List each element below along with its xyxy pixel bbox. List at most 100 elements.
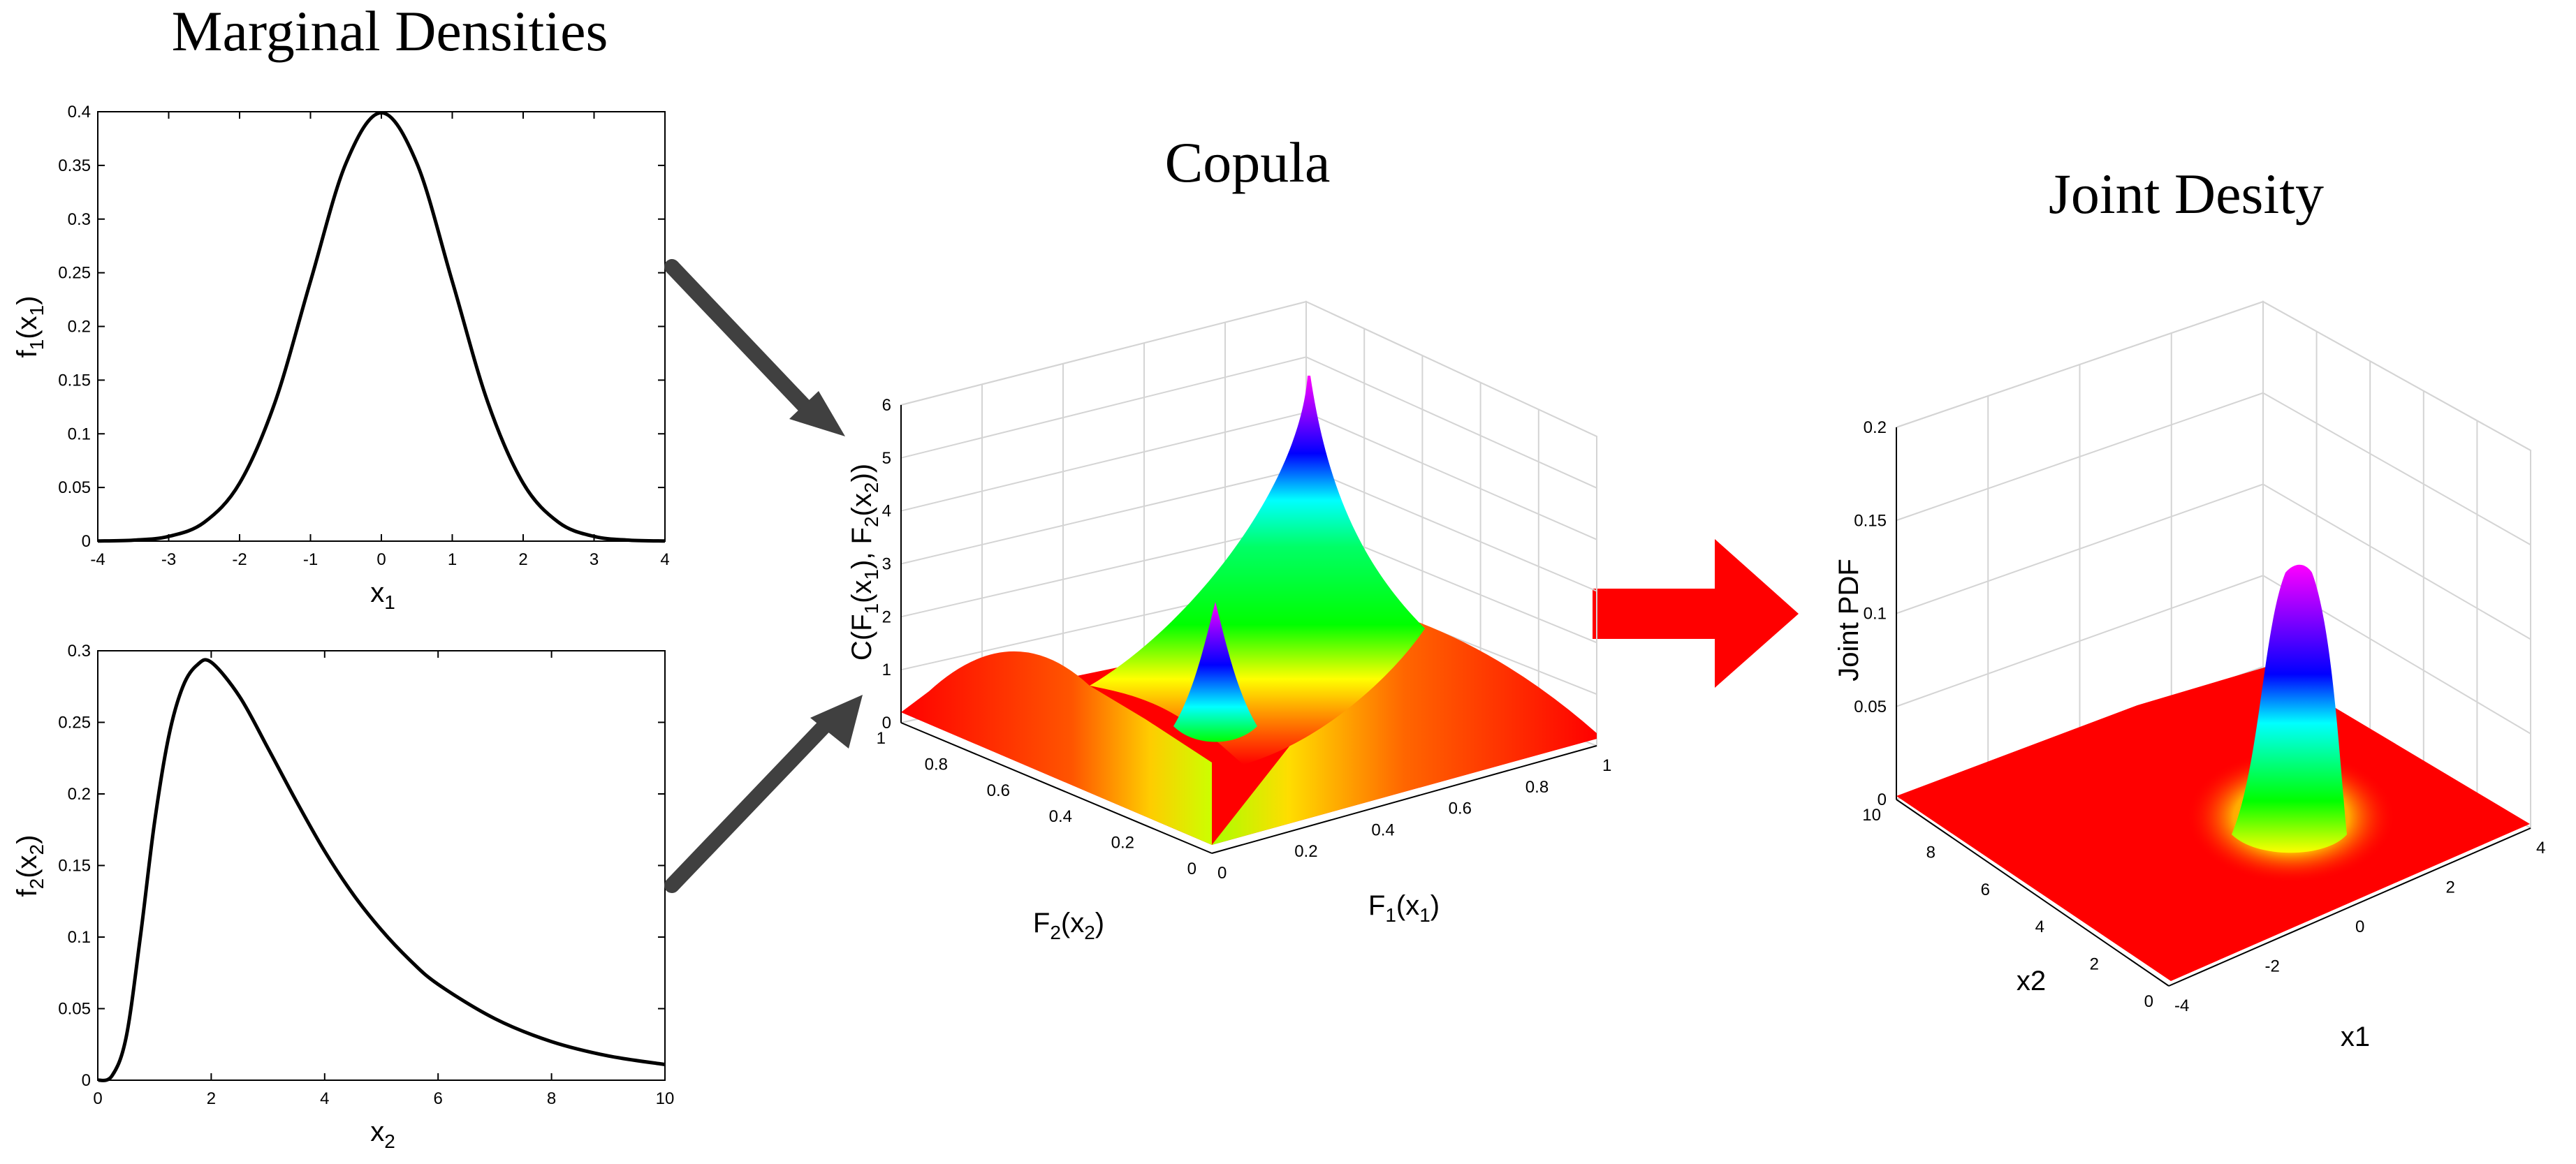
joint-surface-peak: [2232, 564, 2347, 853]
y-tick-label: 0.25: [58, 714, 91, 732]
y-tick-label: 0.2: [1111, 834, 1134, 853]
x-tick-label: 2: [207, 1089, 216, 1108]
z-axis-label: C(F1(x1), F2(x2)): [847, 464, 882, 661]
x-axis-label: x2: [370, 1117, 395, 1152]
series-curve: [97, 658, 666, 1082]
arrow-marginal1-to-copula: [664, 259, 845, 436]
y-tick-label: 0: [1187, 860, 1196, 878]
z-tick-label: 0: [882, 714, 891, 732]
x-tick-label: 2: [518, 550, 527, 569]
x-tick-label: 0.4: [1371, 820, 1394, 839]
plot-frame: [97, 111, 666, 542]
x-tick-label: 0: [2355, 918, 2364, 936]
copula-surface-main-peak: [1090, 376, 1425, 765]
y-tick-label: 0.8: [925, 755, 948, 774]
y-axis-label: f1(x1): [12, 296, 47, 358]
y-tick-label: 0: [2144, 992, 2153, 1011]
y-axis-line: [1896, 799, 2169, 987]
x-tick-label: 6: [434, 1089, 443, 1108]
y-tick-label: 0.4: [68, 103, 91, 121]
x-tick-label: 0.8: [1525, 778, 1549, 797]
z-tick-label: 5: [882, 449, 891, 468]
z-axis-label: Joint PDF: [1834, 559, 1864, 682]
x-tick-label: 0.2: [1294, 842, 1317, 861]
arrow-copula-to-joint: [1593, 539, 1799, 688]
y-tick-label: 0.1: [68, 425, 91, 443]
x-tick-label: -3: [161, 550, 176, 569]
x-tick-label: 2: [2446, 878, 2455, 897]
series-curve: [97, 110, 666, 543]
y-tick-label: 0.6: [987, 781, 1010, 800]
arrow-marginal2-to-copula: [664, 695, 863, 893]
x-tick-label: 0: [1217, 864, 1227, 883]
plot-frame: [97, 650, 666, 1081]
z-tick-label: 0.05: [1854, 698, 1887, 716]
z-tick-label: 3: [882, 555, 891, 574]
x-tick-label: 0: [93, 1089, 102, 1108]
x-tick-label: 0: [376, 550, 386, 569]
tick-group: 0 0.05 0.1 0.15 0.2 0 2 4 6 8 10 -4 -2 0 2 4: [1854, 418, 2545, 1015]
copula-surface-right-flank: [1212, 614, 1597, 845]
y-tick-label: 0.4: [1049, 807, 1072, 826]
x-tick-label: 4: [320, 1089, 329, 1108]
x-tick-label: -4: [2174, 996, 2189, 1015]
y-tick-label: 0: [82, 1071, 91, 1090]
x-tick-label: -4: [90, 550, 105, 569]
x-tick-label: 4: [660, 550, 669, 569]
z-tick-label: 0: [1878, 790, 1887, 809]
x-axis-line: [2168, 827, 2531, 987]
y-tick-label: 6: [1981, 881, 1990, 899]
y-tick-label: 0.35: [58, 156, 91, 175]
x-axis-label: x1: [370, 577, 395, 613]
z-tick-label: 4: [882, 502, 891, 521]
x-tick-label: -2: [232, 550, 247, 569]
z-tick-label: 1: [882, 661, 891, 679]
y-tick-label: 0: [82, 532, 91, 551]
x-tick-label: 1: [1602, 756, 1611, 775]
y-tick-label: 0.15: [58, 371, 91, 390]
y-tick-label: 0.1: [68, 928, 91, 947]
x-tick-label: 3: [590, 550, 599, 569]
x-tick-label: 10: [656, 1089, 675, 1108]
z-tick-label: 0.1: [1864, 605, 1887, 624]
y-tick-label: 0.3: [68, 642, 91, 661]
marginal-title: Marginal Densities: [172, 0, 608, 63]
x-axis-label: x1: [2341, 1022, 2370, 1052]
x-tick-label: 0.6: [1449, 800, 1472, 818]
x-tick-label: -1: [303, 550, 318, 569]
x-tick-label: 1: [448, 550, 457, 569]
y-tick-label: 1: [877, 729, 886, 748]
y-tick-label: 0.05: [58, 1000, 91, 1019]
x-axis-label: F1(x1): [1368, 890, 1440, 926]
joint-plot: 0 0.05 0.1 0.15 0.2 0 2 4 6 8 10 -4 -2 0 2 4 x1 x2 Join…: [1834, 300, 2545, 1052]
z-tick-label: 0.15: [1854, 511, 1887, 530]
y-tick-label: 0.2: [68, 318, 91, 337]
y-tick-label: 0.15: [58, 857, 91, 876]
copula-surface-left-flank: [901, 651, 1212, 845]
copula-surface-small-peak: [1173, 602, 1257, 742]
y-tick-label: 0.05: [58, 478, 91, 497]
x-tick-label: 8: [547, 1089, 556, 1108]
joint-title: Joint Desity: [2049, 162, 2324, 226]
x-tick-label: -2: [2265, 957, 2280, 976]
x-axis-line: [1211, 745, 1597, 854]
y-axis-label: F2(x2): [1033, 908, 1104, 943]
y-tick-label: 8: [1926, 843, 1935, 862]
y-axis-label: f2(x2): [12, 835, 47, 897]
z-tick-label: 6: [882, 396, 891, 415]
y-axis-line: [900, 722, 1213, 854]
z-tick-label: 0.2: [1864, 418, 1887, 437]
x-tick-label: 4: [2536, 839, 2545, 857]
marginal-plot-2: 0 2 4 6 8 10 0 0.05 0.1 0.15 0.2 0.25 0.3 x2 f2(x2): [12, 642, 674, 1152]
y-tick-label: 0.2: [68, 785, 91, 804]
z-tick-label: 2: [882, 607, 891, 626]
copula-title: Copula: [1165, 131, 1331, 194]
marginal-plot-1: -4 -3 -2 -1 0 1 2 3 4 0 0.05 0.1 0.15 0.2 0.25 0.3 0.35 0…: [12, 103, 670, 613]
y-tick-label: 4: [2035, 918, 2044, 936]
tick-group: -4 -3 -2 -1 0 1 2 3 4 0 0.05 0.1 0.15 0.2 0.25 0.3 0.35 0…: [58, 103, 669, 569]
tick-group: 0 2 4 6 8 10 0 0.05 0.1 0.15 0.2 0.25 0.3: [58, 642, 674, 1108]
y-tick-label: 0.3: [68, 210, 91, 229]
